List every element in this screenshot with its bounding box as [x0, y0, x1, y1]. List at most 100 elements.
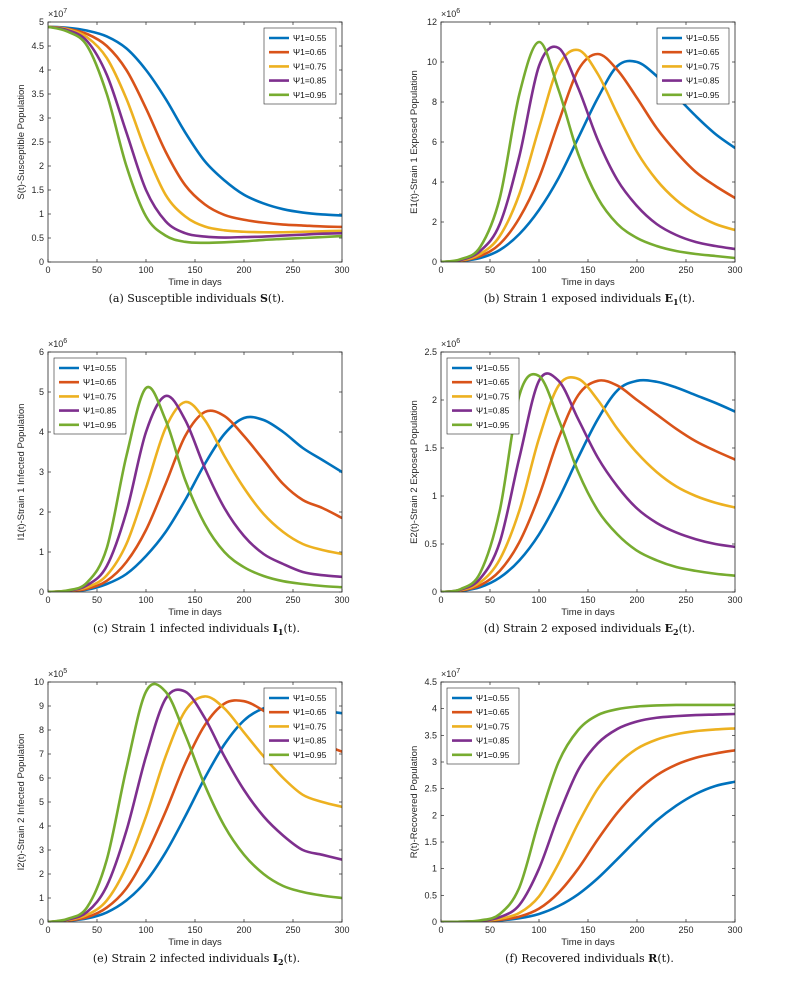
y-tick-label: 8 — [39, 725, 44, 735]
y-exponent-power: 6 — [63, 338, 67, 345]
legend: Ψ1=0.55 Ψ1=0.65 Ψ1=0.75 Ψ1=0.85 Ψ1=0.95 — [263, 687, 337, 765]
y-tick-label: 0 — [39, 587, 44, 597]
panel-caption: (a) Susceptible individuals S(t). — [0, 292, 393, 305]
y-tick-label: 0 — [39, 917, 44, 927]
x-tick-label: 50 — [92, 265, 102, 275]
chart-svg: 0 50 100 150 200 250 300 0 0.5 1 1.5 2 2.5 ×106 Time i… — [409, 338, 743, 618]
legend-label-2: Ψ1=0.65 — [476, 377, 510, 387]
series-line-2 — [441, 379, 735, 592]
series-line-1 — [48, 415, 342, 592]
x-tick-label: 50 — [485, 925, 495, 935]
x-tick-label: 250 — [285, 265, 300, 275]
caption-arg: (t). — [678, 622, 696, 635]
x-tick-label: 200 — [236, 265, 251, 275]
legend-label-2: Ψ1=0.65 — [686, 47, 720, 57]
x-tick-label: 0 — [438, 595, 443, 605]
chart-svg: 0 50 100 150 200 250 300 0 1 2 3 4 5 6 7 8 9 10 ×105 Time i… — [16, 668, 350, 948]
x-tick-label: 250 — [678, 925, 693, 935]
legend-label-4: Ψ1=0.85 — [83, 406, 117, 416]
y-tick-label: 2 — [432, 810, 437, 820]
legend-label-5: Ψ1=0.95 — [686, 90, 720, 100]
y-tick-label: 12 — [427, 17, 437, 27]
legend: Ψ1=0.55 Ψ1=0.65 Ψ1=0.75 Ψ1=0.85 Ψ1=0.95 — [656, 27, 730, 105]
y-tick-label: 1.5 — [424, 837, 437, 847]
x-tick-label: 0 — [438, 265, 443, 275]
legend-label-2: Ψ1=0.65 — [293, 707, 327, 717]
panel-caption: (c) Strain 1 infected individuals I1(t). — [0, 622, 393, 637]
y-tick-label: 1 — [39, 893, 44, 903]
x-axis-label: Time in days — [168, 277, 222, 288]
axes-box — [440, 681, 736, 923]
caption-symbol: E2 — [664, 622, 679, 638]
caption-symbol: I2 — [272, 952, 284, 968]
y-tick-label: 4.5 — [31, 41, 44, 51]
panel-strain2-exposed: 0 50 100 150 200 250 300 0 0.5 1 1.5 2 2.5 ×106 Time i… — [393, 330, 786, 654]
x-tick-label: 250 — [678, 265, 693, 275]
legend: Ψ1=0.55 Ψ1=0.65 Ψ1=0.75 Ψ1=0.85 Ψ1=0.95 — [53, 357, 127, 435]
x-tick-label: 300 — [727, 595, 742, 605]
y-exponent-label: ×106 — [441, 8, 460, 19]
series-line-4 — [48, 394, 342, 592]
y-tick-label: 2 — [39, 507, 44, 517]
y-tick-label: 3 — [432, 757, 437, 767]
x-tick-label: 50 — [92, 925, 102, 935]
x-tick-label: 0 — [438, 925, 443, 935]
caption-symbol: I1 — [272, 622, 284, 638]
y-exponent-power: 7 — [456, 668, 460, 675]
y-tick-label: 4 — [39, 427, 44, 437]
panel-susceptible: 0 50 100 150 200 250 300 0 0.5 1 1.5 2 2.5 3 3.5 4 4.5 5 ×… — [0, 0, 393, 324]
y-tick-label: 10 — [34, 677, 44, 687]
chart-svg: 0 50 100 150 200 250 300 0 0.5 1 1.5 2 2.5 3 3.5 4 4.5 5 ×… — [16, 8, 350, 288]
x-tick-label: 50 — [485, 265, 495, 275]
y-tick-label: 2 — [432, 217, 437, 227]
y-axis-label: R(t)-Recovered Population — [409, 746, 420, 858]
legend-label-1: Ψ1=0.55 — [476, 363, 510, 373]
y-tick-label: 1 — [39, 547, 44, 557]
y-tick-label: 0.5 — [31, 233, 44, 243]
legend-label-5: Ψ1=0.95 — [476, 750, 510, 760]
caption-label: (f) Recovered individuals — [505, 952, 649, 965]
panel-caption: (b) Strain 1 exposed individuals E1(t). — [393, 292, 786, 307]
legend-label-2: Ψ1=0.65 — [476, 707, 510, 717]
series-line-1 — [48, 25, 342, 217]
legend-label-1: Ψ1=0.55 — [293, 693, 327, 703]
legend-label-2: Ψ1=0.65 — [83, 377, 117, 387]
y-exponent-label: ×106 — [441, 338, 460, 349]
y-exponent-power: 6 — [456, 338, 460, 345]
x-tick-label: 200 — [236, 595, 251, 605]
y-tick-label: 4 — [39, 65, 44, 75]
x-tick-label: 250 — [285, 925, 300, 935]
caption-symbol: S — [259, 292, 268, 305]
x-tick-label: 0 — [45, 595, 50, 605]
axes-box — [47, 681, 343, 923]
chart-svg: 0 50 100 150 200 250 300 0 2 4 6 8 10 12 ×106 Time in d… — [409, 8, 743, 288]
y-tick-label: 5 — [39, 387, 44, 397]
legend-label-5: Ψ1=0.95 — [476, 420, 510, 430]
caption-label: (a) Susceptible individuals — [108, 292, 260, 305]
x-tick-label: 100 — [531, 595, 546, 605]
series-line-5 — [48, 25, 342, 245]
x-axis-label: Time in days — [168, 937, 222, 948]
x-tick-label: 100 — [531, 925, 546, 935]
y-axis-label: E2(t)-Strain 2 Exposed Population — [409, 400, 420, 544]
y-axis-label: E1(t)-Strain 1 Exposed Population — [409, 70, 420, 214]
legend-label-4: Ψ1=0.85 — [476, 406, 510, 416]
series-line-3 — [441, 376, 735, 592]
legend-label-3: Ψ1=0.75 — [686, 61, 720, 71]
x-tick-label: 300 — [727, 265, 742, 275]
y-tick-label: 2.5 — [31, 137, 44, 147]
series-line-4 — [441, 45, 735, 262]
x-tick-label: 150 — [187, 925, 202, 935]
y-tick-label: 2.5 — [424, 784, 437, 794]
x-tick-label: 150 — [187, 595, 202, 605]
y-tick-label: 1.5 — [31, 185, 44, 195]
caption-arg: (t). — [678, 292, 696, 305]
y-tick-label: 7 — [39, 749, 44, 759]
x-tick-label: 200 — [629, 925, 644, 935]
y-tick-label: 0 — [39, 257, 44, 267]
caption-label: (c) Strain 1 infected individuals — [93, 622, 273, 635]
axes-box — [440, 351, 736, 593]
y-tick-label: 3 — [39, 467, 44, 477]
axes-box — [47, 21, 343, 263]
